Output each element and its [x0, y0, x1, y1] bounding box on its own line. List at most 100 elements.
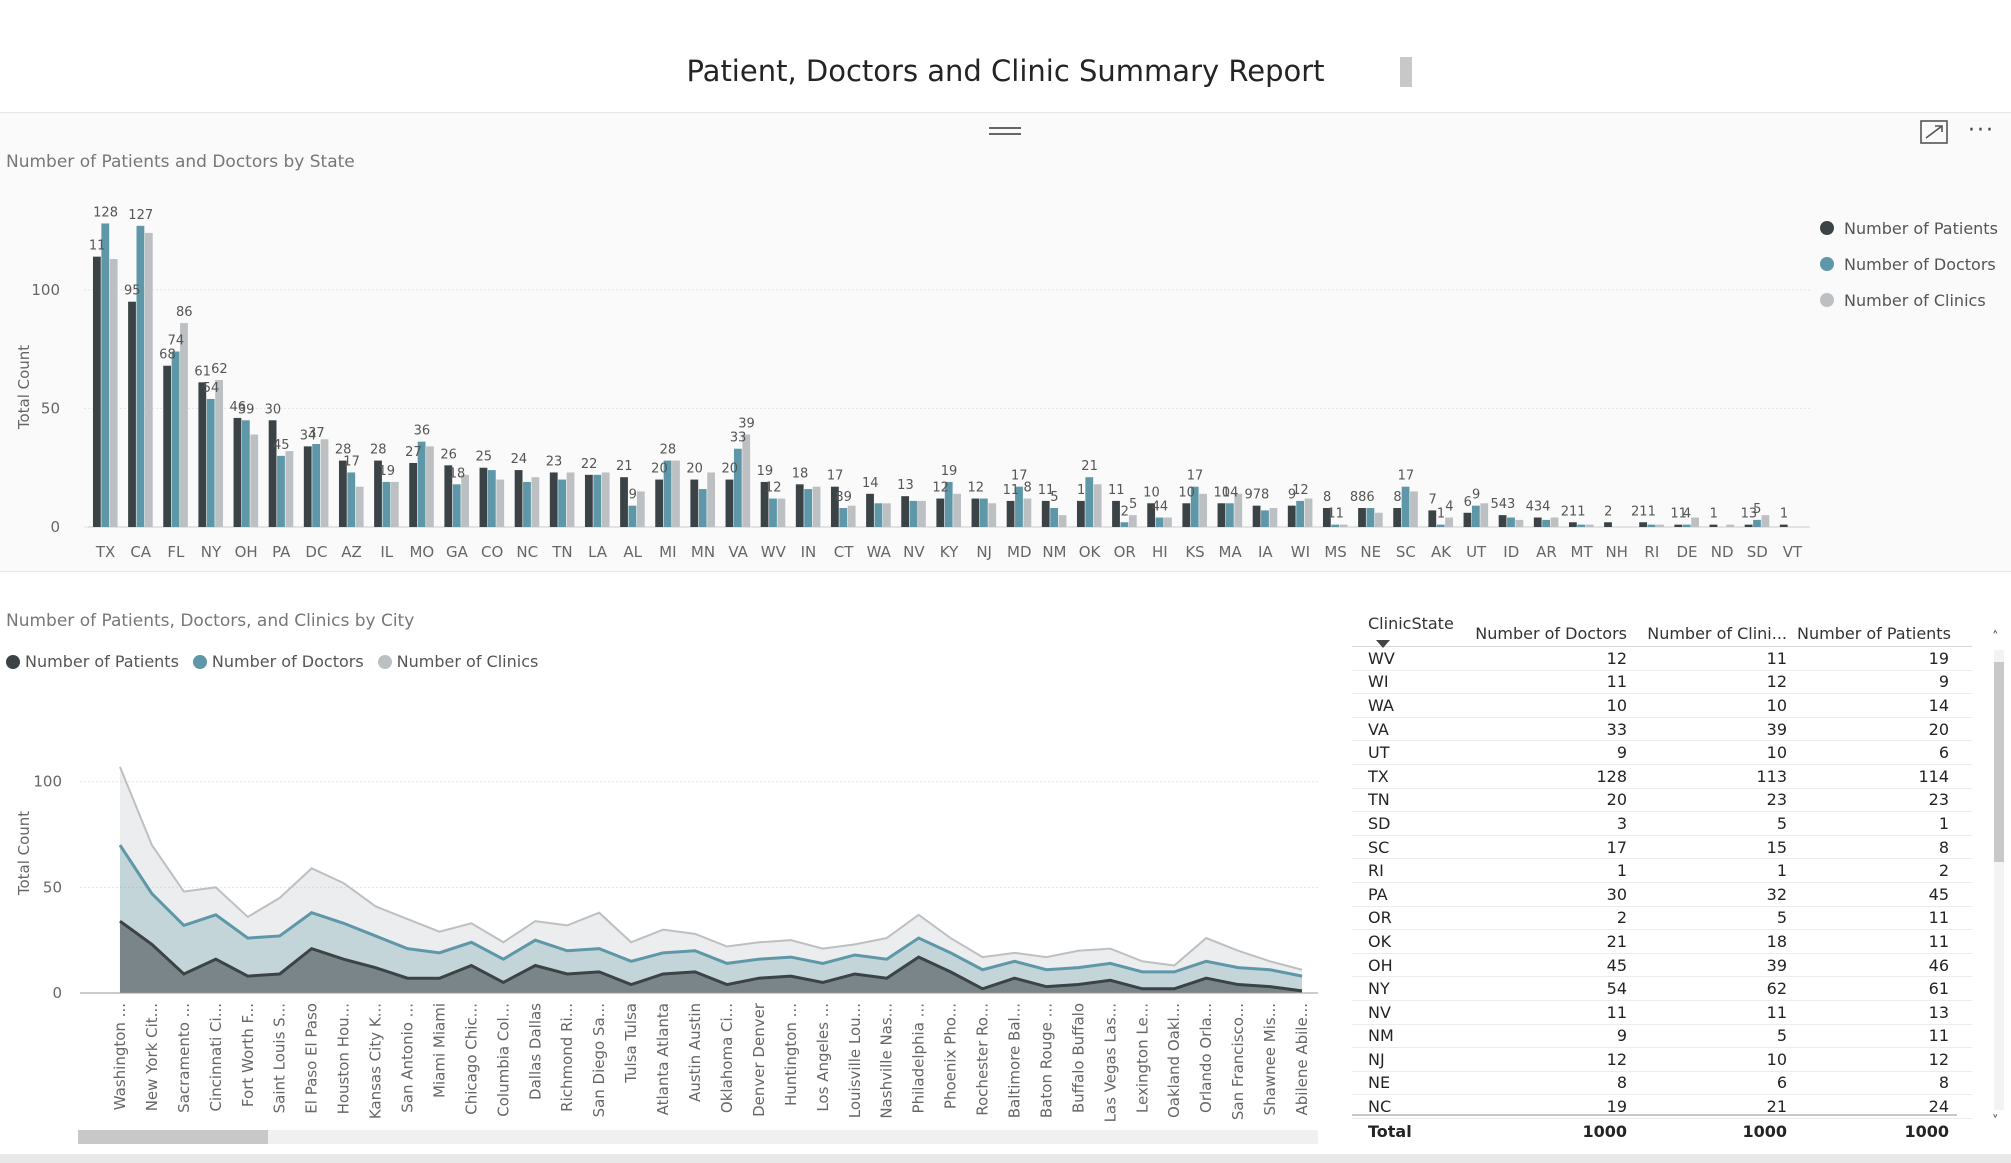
bar-patients[interactable] [92, 256, 101, 527]
bar-doctors[interactable] [1471, 505, 1480, 527]
bar-clinics[interactable] [1410, 491, 1418, 527]
bar-clinics[interactable] [285, 451, 294, 527]
bar-patients[interactable] [620, 477, 628, 527]
bar-patients[interactable] [795, 484, 804, 527]
bar-doctors[interactable] [1577, 524, 1586, 527]
bar-doctors[interactable] [1507, 517, 1515, 527]
table-row[interactable]: TN 20 23 23 [1352, 789, 1972, 813]
bar-clinics[interactable] [1374, 512, 1383, 527]
table-row[interactable]: RI 1 1 2 [1352, 859, 1972, 883]
bar-clinics[interactable] [1128, 515, 1137, 527]
bar-clinics[interactable] [250, 434, 259, 527]
bar-patients[interactable] [1533, 517, 1542, 527]
bar-patients[interactable] [1006, 500, 1015, 527]
bar-doctors[interactable] [769, 498, 777, 527]
bar-doctors[interactable] [136, 225, 145, 528]
bar-patients[interactable] [584, 474, 593, 527]
table-row[interactable]: TX 128 113 114 [1352, 765, 1972, 789]
bar-patients[interactable] [901, 496, 910, 527]
bar-clinics[interactable] [672, 460, 680, 527]
bar-doctors[interactable] [628, 505, 637, 527]
bar-patients[interactable] [1604, 522, 1612, 527]
bar-doctors[interactable] [1331, 524, 1340, 527]
bar-doctors[interactable] [171, 351, 180, 527]
bar-clinics[interactable] [1199, 493, 1207, 527]
bar-doctors[interactable] [523, 481, 531, 527]
bar-doctors[interactable] [1261, 510, 1269, 527]
bar-patients[interactable] [549, 472, 558, 527]
bar-patients[interactable] [690, 479, 699, 527]
bar-patients[interactable] [725, 479, 734, 527]
bar-doctors[interactable] [417, 441, 426, 527]
bar-doctors[interactable] [1366, 508, 1375, 527]
bar-doctors[interactable] [1542, 519, 1551, 527]
bar-doctors[interactable] [909, 500, 918, 527]
bar-clinics[interactable] [1058, 515, 1067, 527]
bar-doctors[interactable] [487, 470, 496, 527]
table-row[interactable]: NY 54 62 61 [1352, 977, 1972, 1001]
bar-clinics[interactable] [1726, 524, 1735, 527]
bar-clinics[interactable] [1515, 519, 1524, 527]
bar-patients[interactable] [1252, 505, 1261, 527]
table-row[interactable]: OK 21 18 11 [1352, 930, 1972, 954]
bar-clinics[interactable] [1164, 517, 1172, 527]
bar-patients[interactable] [479, 467, 488, 527]
legend-item-doctors[interactable]: Number of Doctors [1820, 246, 1998, 282]
bar-clinics[interactable] [355, 486, 364, 527]
bar-doctors[interactable] [347, 472, 356, 527]
bar-patients[interactable] [1217, 503, 1226, 527]
column-header-clinicstate[interactable]: ClinicState [1352, 614, 1472, 652]
bar-doctors[interactable] [1401, 486, 1410, 527]
bar-clinics[interactable] [1234, 493, 1243, 527]
bar-doctors[interactable] [698, 489, 707, 527]
bar-patients[interactable] [1709, 524, 1718, 527]
table-row[interactable]: PA 30 32 45 [1352, 883, 1972, 907]
bar-clinics[interactable] [636, 491, 645, 527]
bar-doctors[interactable] [1085, 477, 1094, 527]
scrollbar-thumb[interactable] [78, 1130, 268, 1144]
scroll-down-icon[interactable]: ˅ [1992, 1114, 1999, 1129]
bar-doctors[interactable] [1120, 522, 1129, 527]
bar-patients[interactable] [303, 446, 312, 527]
bar-patients[interactable] [338, 460, 347, 527]
table-row[interactable]: NM 9 5 11 [1352, 1025, 1972, 1049]
bar-patients[interactable] [1498, 515, 1507, 527]
bar-patients[interactable] [444, 465, 453, 527]
bar-doctors[interactable] [1190, 486, 1199, 527]
bar-doctors[interactable] [1155, 517, 1164, 527]
area-clinics[interactable] [119, 766, 1303, 993]
bar-doctors[interactable] [558, 479, 567, 527]
bar-doctors[interactable] [804, 489, 813, 527]
bar-doctors[interactable] [241, 420, 250, 527]
bar-clinics[interactable] [531, 477, 540, 527]
bar-patients[interactable] [514, 470, 523, 527]
legend-item-patients[interactable]: Number of Patients [1820, 210, 1998, 246]
area-doctors[interactable] [119, 845, 1303, 993]
bar-patients[interactable] [1779, 524, 1788, 527]
bar-clinics[interactable] [988, 503, 997, 527]
bar-clinics[interactable] [426, 446, 434, 527]
table-row[interactable]: NV 11 11 13 [1352, 1001, 1972, 1025]
bar-clinics[interactable] [1023, 498, 1032, 527]
bar-clinics[interactable] [1691, 517, 1699, 527]
bar-clinics[interactable] [707, 472, 715, 527]
bar-doctors[interactable] [1296, 500, 1305, 527]
bar-clinics[interactable] [601, 472, 610, 527]
legend-item-clinics[interactable]: Number of Clinics [1820, 282, 1998, 318]
bar-patients[interactable] [374, 460, 382, 527]
bar-patients[interactable] [1639, 522, 1648, 527]
bar-doctors[interactable] [1436, 524, 1445, 527]
bar-patients[interactable] [233, 417, 242, 527]
bar-doctors[interactable] [1682, 524, 1691, 527]
legend-item-doctors[interactable]: Number of Doctors [192, 652, 364, 671]
table-row[interactable]: OH 45 39 46 [1352, 954, 1972, 978]
bar-clinics[interactable] [953, 493, 961, 527]
bar-doctors[interactable] [1050, 508, 1059, 527]
bar-patients[interactable] [128, 301, 136, 527]
bar-clinics[interactable] [1550, 517, 1559, 527]
scrollbar-track[interactable] [1994, 650, 2004, 1110]
table-row[interactable]: NJ 12 10 12 [1352, 1048, 1972, 1072]
line-patients[interactable] [119, 919, 1303, 993]
bar-clinics[interactable] [1585, 524, 1594, 527]
bar-doctors[interactable] [452, 484, 461, 527]
